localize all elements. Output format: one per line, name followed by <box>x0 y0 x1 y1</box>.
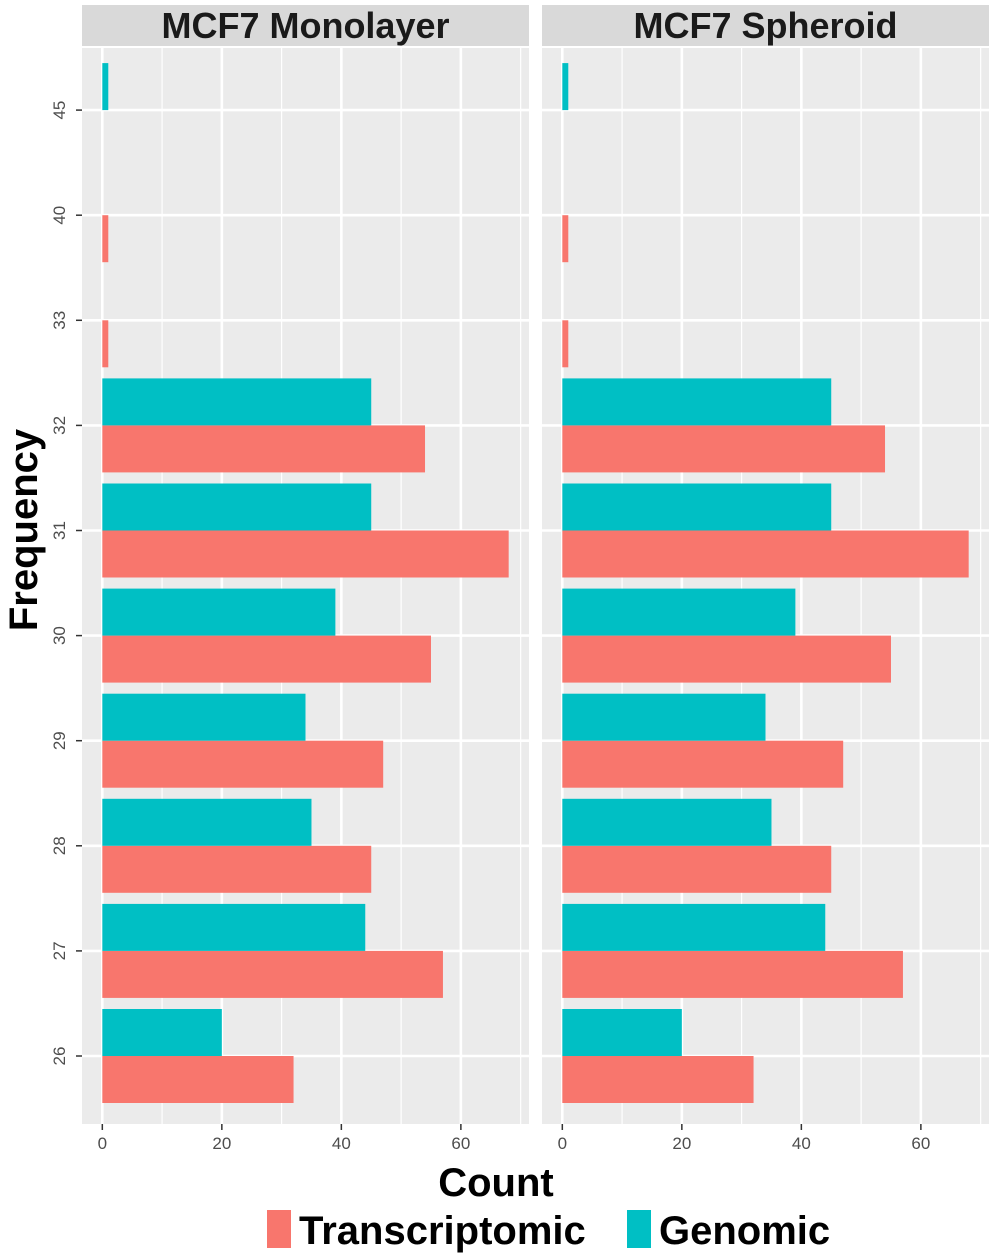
bar-genomic-31 <box>102 483 372 531</box>
legend-key <box>627 1210 651 1248</box>
bar-transcriptomic-33 <box>562 320 569 368</box>
y-axis-ticks: 26 27 28 29 30 31 32 33 40 45 <box>50 101 82 1066</box>
x-tick-label: 60 <box>911 1134 930 1153</box>
bar-transcriptomic-30 <box>102 635 431 683</box>
facet-title: MCF7 Monolayer <box>161 5 449 46</box>
x-tick-label: 20 <box>672 1134 691 1153</box>
bar-genomic-32 <box>102 378 372 426</box>
y-tick-label: 31 <box>50 521 69 540</box>
bar-transcriptomic-30 <box>562 635 891 683</box>
bar-genomic-28 <box>562 798 772 846</box>
facet-title: MCF7 Spheroid <box>633 5 897 46</box>
y-tick-label: 33 <box>50 311 69 330</box>
y-tick-label: 30 <box>50 626 69 645</box>
x-tick-label: 40 <box>332 1134 351 1153</box>
bar-transcriptomic-26 <box>102 1056 294 1103</box>
bar-transcriptomic-32 <box>562 425 886 473</box>
facet-strip <box>542 5 989 46</box>
bar-genomic-28 <box>102 798 312 846</box>
bar-genomic-30 <box>562 588 796 636</box>
y-tick-label: 32 <box>50 416 69 435</box>
bar-genomic-26 <box>562 1009 682 1056</box>
bar-transcriptomic-27 <box>562 950 903 998</box>
legend-label: Transcriptomic <box>299 1209 586 1253</box>
bar-genomic-26 <box>102 1009 222 1056</box>
bar-transcriptomic-28 <box>562 845 832 893</box>
facet-panel: MCF7 Spheroid 0 20 40 60 <box>542 5 989 1153</box>
y-tick-label: 28 <box>50 836 69 855</box>
x-axis-title: Count <box>438 1161 554 1205</box>
legend-key <box>267 1210 291 1248</box>
bar-genomic-29 <box>102 693 306 741</box>
y-tick-label: 27 <box>50 941 69 960</box>
bar-genomic-30 <box>102 588 336 636</box>
bar-transcriptomic-33 <box>102 320 109 368</box>
x-tick-label: 60 <box>451 1134 470 1153</box>
legend-label: Genomic <box>659 1209 830 1253</box>
y-tick-label: 26 <box>50 1047 69 1066</box>
x-tick-label: 20 <box>212 1134 231 1153</box>
x-tick-label: 0 <box>98 1134 107 1153</box>
bar-transcriptomic-31 <box>102 530 509 578</box>
bar-genomic-27 <box>102 903 366 951</box>
x-tick-label: 40 <box>792 1134 811 1153</box>
y-tick-label: 29 <box>50 731 69 750</box>
bar-transcriptomic-31 <box>562 530 969 578</box>
facet-strip <box>82 5 529 46</box>
bar-genomic-32 <box>562 378 832 426</box>
y-tick-label: 45 <box>50 101 69 120</box>
facet-panels: MCF7 Monolayer 0 20 40 60 MCF7 Spheroid 0 20 40 6… <box>82 5 989 1153</box>
legend-item-transcriptomic: Transcriptomic <box>267 1209 586 1253</box>
bar-genomic-29 <box>562 693 766 741</box>
legend-item-genomic: Genomic <box>627 1209 830 1253</box>
legend: Transcriptomic Genomic <box>267 1209 830 1253</box>
bar-transcriptomic-40 <box>102 215 109 263</box>
bar-transcriptomic-29 <box>562 740 844 788</box>
bar-transcriptomic-32 <box>102 425 426 473</box>
bar-transcriptomic-27 <box>102 950 443 998</box>
bar-transcriptomic-29 <box>102 740 384 788</box>
bar-genomic-45 <box>102 63 109 111</box>
facet-panel: MCF7 Monolayer 0 20 40 60 <box>82 5 529 1153</box>
y-tick-label: 40 <box>50 206 69 225</box>
bar-genomic-45 <box>562 63 569 111</box>
bar-genomic-31 <box>562 483 832 531</box>
bar-transcriptomic-28 <box>102 845 372 893</box>
bar-genomic-27 <box>562 903 826 951</box>
y-axis-title: Frequency <box>2 428 46 631</box>
bar-transcriptomic-26 <box>562 1056 754 1103</box>
bar-transcriptomic-40 <box>562 215 569 263</box>
x-tick-label: 0 <box>558 1134 567 1153</box>
